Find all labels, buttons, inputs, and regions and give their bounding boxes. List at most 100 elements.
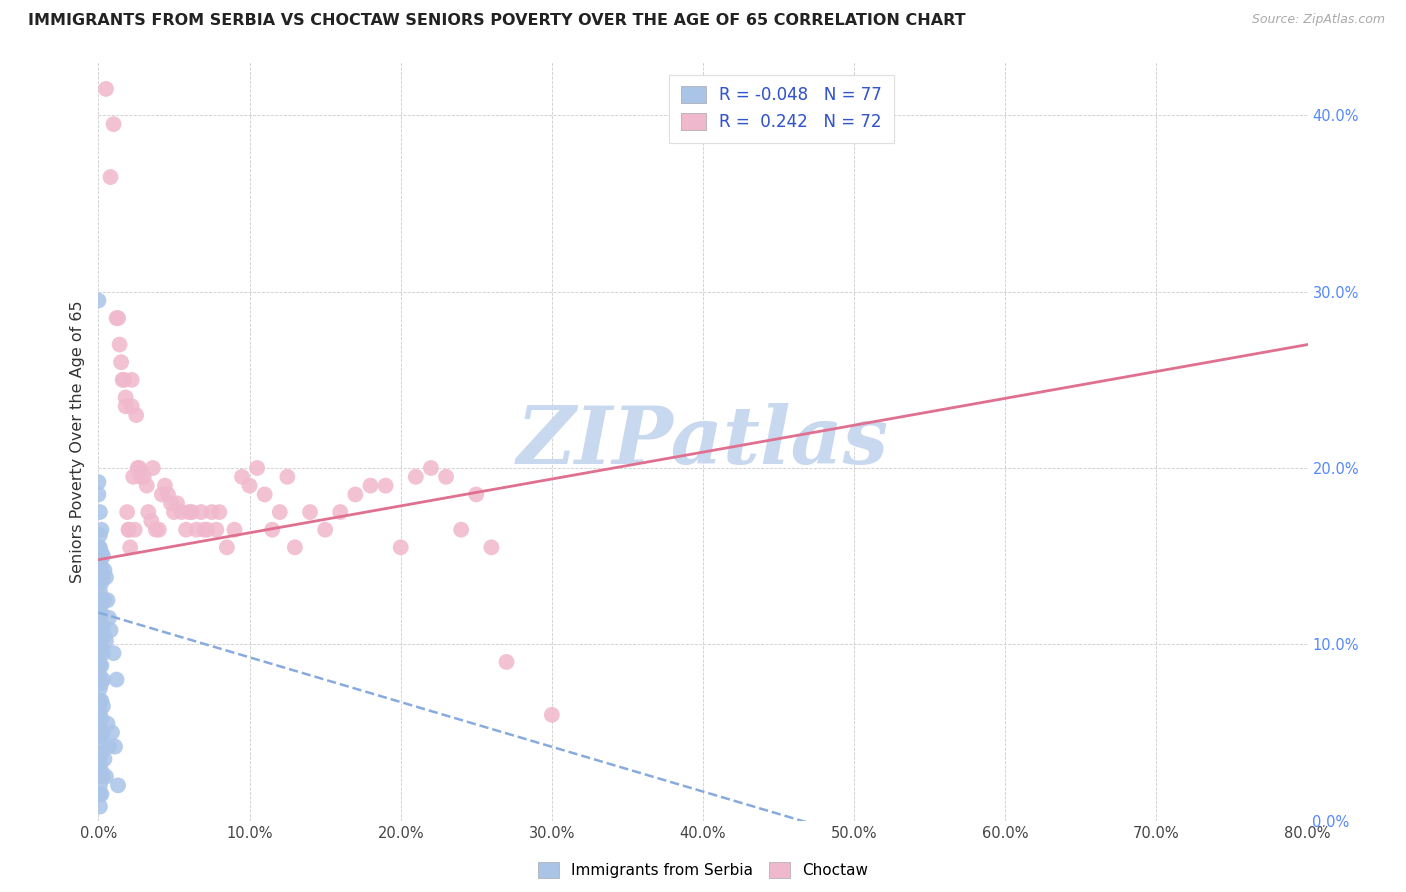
Point — [94, 633, 117, 648]
Legend: Immigrants from Serbia, Choctaw: Immigrants from Serbia, Choctaw — [531, 856, 875, 884]
Point — [115, 505, 138, 519]
Point — [91, 699, 114, 714]
Point — [150, 487, 173, 501]
Point — [91, 770, 114, 784]
Point — [299, 505, 322, 519]
Point — [125, 408, 148, 422]
Point — [127, 461, 149, 475]
Point — [153, 478, 176, 492]
Point — [91, 593, 114, 607]
Point — [89, 552, 111, 566]
Text: Source: ZipAtlas.com: Source: ZipAtlas.com — [1251, 13, 1385, 27]
Point — [87, 566, 110, 581]
Point — [87, 293, 110, 308]
Point — [195, 523, 218, 537]
Point — [90, 694, 112, 708]
Point — [90, 559, 112, 574]
Point — [89, 637, 111, 651]
Point — [239, 478, 262, 492]
Point — [193, 523, 215, 537]
Point — [145, 523, 167, 537]
Point — [269, 505, 291, 519]
Point — [329, 505, 352, 519]
Point — [89, 778, 111, 792]
Point — [495, 655, 517, 669]
Point — [89, 624, 111, 638]
Text: IMMIGRANTS FROM SERBIA VS CHOCTAW SENIORS POVERTY OVER THE AGE OF 65 CORRELATION: IMMIGRANTS FROM SERBIA VS CHOCTAW SENIOR… — [28, 13, 966, 29]
Point — [246, 461, 269, 475]
Point — [90, 711, 112, 725]
Point — [93, 628, 115, 642]
Point — [94, 770, 117, 784]
Point — [90, 575, 112, 590]
Point — [93, 593, 115, 607]
Point — [163, 505, 186, 519]
Point — [215, 541, 238, 555]
Point — [89, 704, 111, 718]
Point — [89, 681, 111, 696]
Point — [90, 606, 112, 620]
Point — [93, 752, 115, 766]
Point — [128, 461, 150, 475]
Point — [89, 611, 111, 625]
Point — [262, 523, 284, 537]
Point — [121, 399, 143, 413]
Point — [90, 729, 112, 743]
Point — [89, 584, 111, 599]
Point — [181, 505, 204, 519]
Point — [87, 637, 110, 651]
Point — [89, 658, 111, 673]
Point — [89, 669, 111, 683]
Point — [107, 778, 129, 792]
Point — [114, 391, 136, 405]
Point — [284, 541, 307, 555]
Point — [111, 373, 134, 387]
Point — [389, 541, 412, 555]
Point — [105, 311, 128, 326]
Point — [142, 461, 165, 475]
Point — [201, 505, 224, 519]
Point — [481, 541, 503, 555]
Point — [90, 764, 112, 779]
Point — [114, 399, 136, 413]
Point — [89, 768, 111, 782]
Point — [434, 470, 457, 484]
Point — [540, 707, 562, 722]
Point — [89, 541, 111, 555]
Point — [91, 570, 114, 584]
Point — [91, 725, 114, 739]
Point — [465, 487, 488, 501]
Point — [344, 487, 367, 501]
Point — [122, 470, 145, 484]
Point — [276, 470, 298, 484]
Point — [87, 487, 110, 501]
Point — [87, 620, 110, 634]
Point — [89, 505, 111, 519]
Point — [87, 475, 110, 489]
Point — [91, 549, 114, 563]
Point — [98, 739, 121, 754]
Point — [93, 563, 115, 577]
Point — [124, 523, 146, 537]
Point — [87, 694, 110, 708]
Point — [205, 523, 228, 537]
Point — [253, 487, 276, 501]
Point — [100, 169, 122, 184]
Point — [103, 117, 125, 131]
Point — [87, 602, 110, 616]
Point — [135, 478, 157, 492]
Text: ZIPatlas: ZIPatlas — [517, 403, 889, 480]
Point — [112, 373, 135, 387]
Point — [179, 505, 201, 519]
Point — [89, 570, 111, 584]
Point — [90, 787, 112, 801]
Point — [89, 747, 111, 761]
Point — [224, 523, 246, 537]
Point — [186, 523, 208, 537]
Point — [420, 461, 443, 475]
Point — [87, 658, 110, 673]
Point — [129, 470, 152, 484]
Point — [110, 355, 132, 369]
Point — [120, 541, 142, 555]
Point — [96, 716, 118, 731]
